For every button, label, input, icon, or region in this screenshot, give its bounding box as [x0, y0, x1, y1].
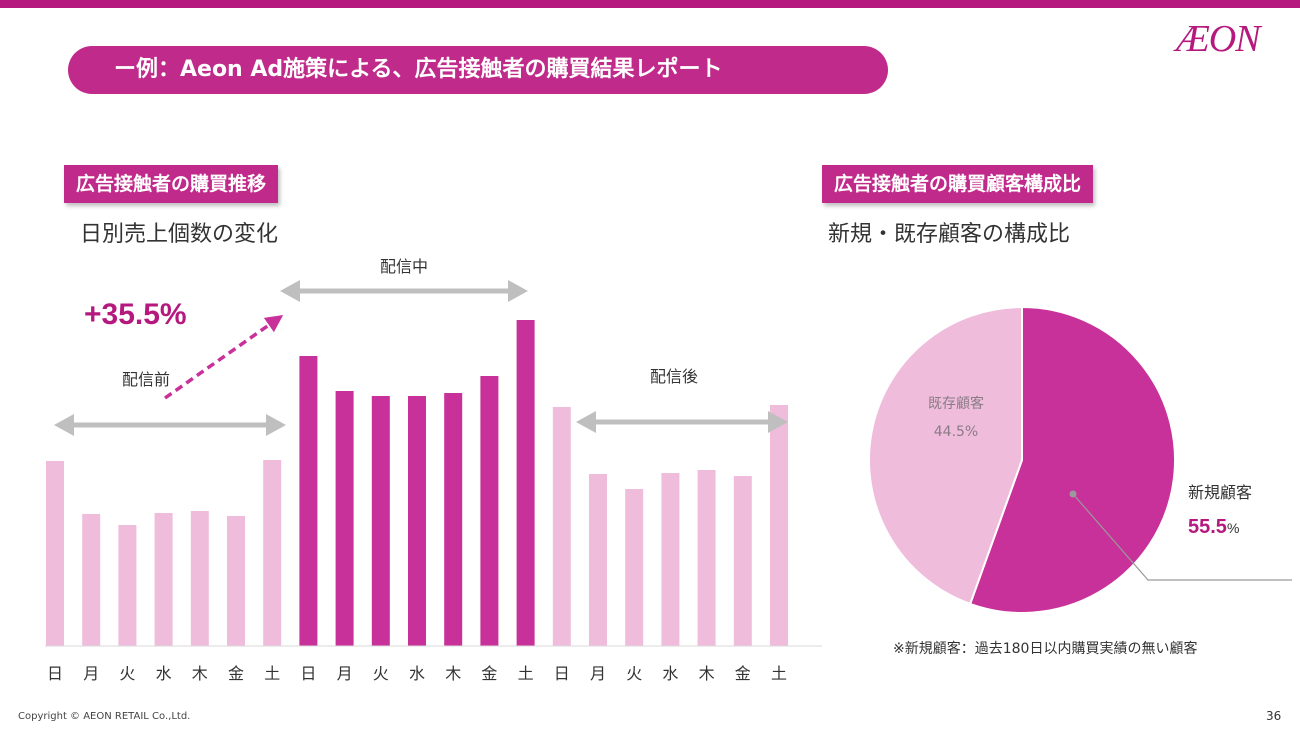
x-tick-label: 火: [626, 664, 642, 683]
left-section-tag: 広告接触者の購買推移: [64, 165, 279, 203]
slide-title: ー例：Aeon Ad施策による、広告接触者の購買結果レポート: [68, 46, 888, 94]
pie-slice-existing: [868, 305, 1023, 606]
x-tick-label: 木: [699, 664, 715, 683]
bar-8: [335, 391, 354, 646]
period-during-label: 配信中: [380, 257, 428, 276]
bar-7: [299, 356, 318, 646]
bar-18: [697, 470, 716, 646]
x-tick-label: 月: [83, 664, 99, 683]
bar-11: [444, 393, 463, 646]
growth-label: +35.5%: [84, 298, 187, 331]
x-tick-label: 火: [373, 664, 389, 683]
leader-line: [1072, 493, 1292, 581]
existing-customer-value: 44.5%: [934, 424, 978, 440]
pie-chart: [868, 305, 1176, 614]
bar-17: [661, 473, 680, 646]
x-tick-label: 日: [554, 664, 570, 683]
x-tick-label: 土: [518, 664, 534, 683]
right-section-tag: 広告接触者の購買顧客構成比: [822, 165, 1094, 203]
x-tick-labels: 日月火水木金土日月火水木金土日月火水木金土: [47, 664, 787, 683]
x-tick-label: 月: [337, 664, 353, 683]
x-tick-label: 日: [47, 664, 63, 683]
page-number: 36: [1266, 709, 1282, 723]
aeon-logo: ÆON: [1176, 18, 1261, 60]
x-tick-label: 木: [192, 664, 208, 683]
bar-2: [118, 525, 137, 646]
top-accent-bar: [0, 0, 1300, 8]
bar-5: [227, 516, 245, 646]
arrow-during: [280, 280, 528, 302]
footnote: ※新規顧客：過去180日以内購買実績の無い顧客: [893, 641, 1198, 657]
new-customer-label: 新規顧客: [1188, 483, 1252, 502]
bar-20: [770, 405, 788, 646]
period-before-label: 配信前: [122, 370, 170, 389]
bar-6: [263, 460, 282, 646]
x-tick-label: 金: [481, 664, 497, 683]
x-tick-label: 火: [119, 664, 135, 683]
bar-19: [733, 476, 752, 646]
x-tick-label: 水: [662, 664, 678, 683]
x-tick-label: 土: [771, 664, 787, 683]
arrow-before: [54, 414, 286, 436]
x-tick-label: 木: [445, 664, 461, 683]
period-after-label: 配信後: [650, 367, 698, 386]
growth-arrow: [163, 314, 284, 400]
bar-14: [552, 407, 571, 646]
x-tick-label: 水: [409, 664, 425, 683]
x-tick-label: 月: [590, 664, 606, 683]
bar-9: [371, 396, 390, 646]
bar-0: [46, 461, 64, 646]
new-customer-value: 55.5%: [1188, 516, 1239, 538]
bar-4: [190, 511, 209, 646]
right-subtitle: 新規・既存顧客の構成比: [828, 222, 1071, 247]
left-subtitle: 日別売上個数の変化: [80, 222, 279, 247]
arrow-after: [576, 411, 788, 433]
x-tick-label: 金: [228, 664, 244, 683]
bar-10: [408, 396, 426, 646]
copyright: Copyright © AEON RETAIL Co.,Ltd.: [18, 711, 191, 722]
bar-12: [480, 376, 499, 646]
bar-3: [154, 513, 173, 646]
bar-13: [516, 320, 535, 646]
x-tick-label: 水: [156, 664, 172, 683]
bar-15: [589, 474, 607, 646]
x-tick-label: 金: [735, 664, 751, 683]
existing-customer-label: 既存顧客: [928, 395, 984, 412]
bar-16: [625, 489, 644, 646]
bar-1: [82, 514, 101, 646]
bar-series-group: [46, 320, 788, 646]
x-tick-label: 土: [264, 664, 280, 683]
x-tick-label: 日: [300, 664, 316, 683]
pie-slice-new: [968, 305, 1176, 614]
